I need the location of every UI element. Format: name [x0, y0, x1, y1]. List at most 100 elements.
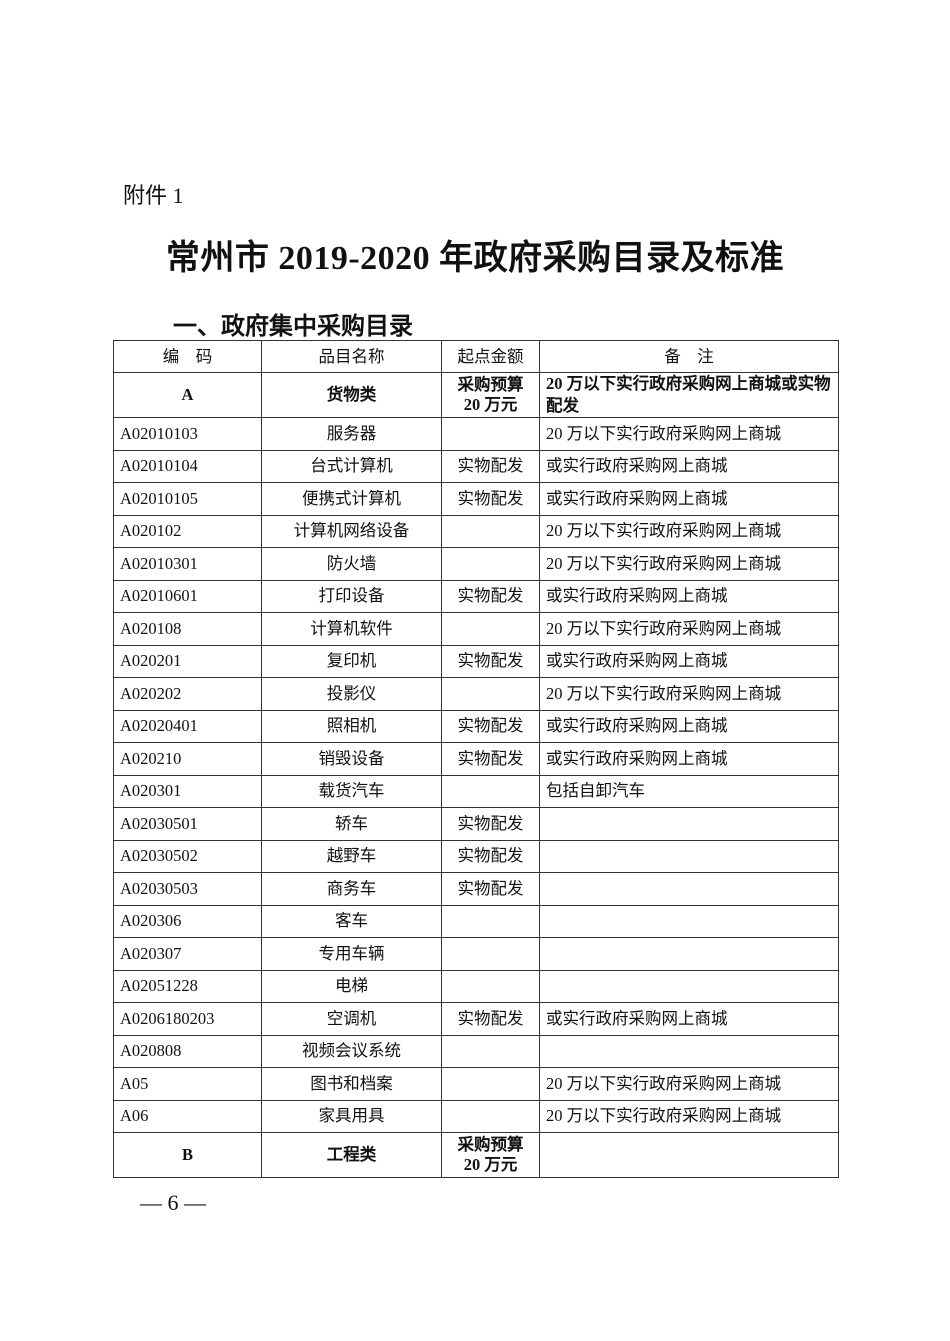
amount-cell: 实物配发 — [441, 839, 540, 873]
note-cell: 或实行政府采购网上商城 — [539, 579, 839, 613]
item-name-cell: 台式计算机 — [261, 449, 442, 483]
code-cell: A02030502 — [113, 839, 262, 873]
item-name-cell: 图书和档案 — [261, 1067, 442, 1101]
amount-cell — [441, 677, 540, 711]
code-cell: A020108 — [113, 612, 262, 646]
code-cell: A02010601 — [113, 579, 262, 613]
note-cell — [539, 1034, 839, 1068]
item-name-cell: 复印机 — [261, 644, 442, 678]
code-cell: A020202 — [113, 677, 262, 711]
note-cell: 或实行政府采购网上商城 — [539, 644, 839, 678]
code-cell: A020201 — [113, 644, 262, 678]
amount-cell: 实物配发 — [441, 579, 540, 613]
table-row: A020102 计算机网络设备 20 万以下实行政府采购网上商城 — [113, 514, 839, 548]
table-row: A020808 视频会议系统 — [113, 1034, 839, 1068]
code-cell: A06 — [113, 1099, 262, 1133]
note-cell: 20 万以下实行政府采购网上商城 — [539, 612, 839, 646]
header-item-name: 品目名称 — [261, 340, 442, 373]
amount-cell: 采购预算 20 万元 — [441, 372, 540, 418]
code-cell: A020808 — [113, 1034, 262, 1068]
item-name-cell: 视频会议系统 — [261, 1034, 442, 1068]
item-name-cell: 电梯 — [261, 969, 442, 1003]
amount-cell — [441, 1067, 540, 1101]
table-row: A020301 载货汽车 包括自卸汽车 — [113, 774, 839, 808]
item-name-cell: 专用车辆 — [261, 937, 442, 971]
table-row: A020108 计算机软件 20 万以下实行政府采购网上商城 — [113, 612, 839, 646]
amount-cell — [441, 417, 540, 451]
table-row: A02010104 台式计算机 实物配发 或实行政府采购网上商城 — [113, 449, 839, 483]
code-cell: A020102 — [113, 514, 262, 548]
note-cell: 20 万以下实行政府采购网上商城 — [539, 417, 839, 451]
table-row: A06 家具用具 20 万以下实行政府采购网上商城 — [113, 1099, 839, 1133]
table-row: A02030502 越野车 实物配发 — [113, 839, 839, 873]
code-cell: A — [113, 372, 262, 418]
amount-cell — [441, 969, 540, 1003]
code-cell: A02010105 — [113, 482, 262, 516]
amount-cell: 实物配发 — [441, 1002, 540, 1036]
item-name-cell: 客车 — [261, 904, 442, 938]
code-cell: A020301 — [113, 774, 262, 808]
item-name-cell: 商务车 — [261, 872, 442, 906]
table-row: A02010103 服务器 20 万以下实行政府采购网上商城 — [113, 417, 839, 451]
item-name-cell: 越野车 — [261, 839, 442, 873]
procurement-catalog-table: 编 码 品目名称 起点金额 备 注 A 货物类 采购预算 20 万元 20 万以下实行… — [113, 340, 839, 1178]
amount-cell — [441, 774, 540, 808]
attachment-label: 附件 1 — [123, 183, 184, 208]
table-row: A02010105 便携式计算机 实物配发 或实行政府采购网上商城 — [113, 482, 839, 516]
item-name-cell: 轿车 — [261, 807, 442, 841]
code-cell: A020307 — [113, 937, 262, 971]
amount-cell: 实物配发 — [441, 742, 540, 776]
table-row: A02030503 商务车 实物配发 — [113, 872, 839, 906]
item-name-cell: 家具用具 — [261, 1099, 442, 1133]
amount-cell: 实物配发 — [441, 644, 540, 678]
amount-cell: 实物配发 — [441, 807, 540, 841]
code-cell: A02010104 — [113, 449, 262, 483]
note-cell: 或实行政府采购网上商城 — [539, 482, 839, 516]
code-cell: A02010301 — [113, 547, 262, 581]
table-row: A020307 专用车辆 — [113, 937, 839, 971]
document-title: 常州市 2019-2020 年政府采购目录及标准 — [165, 240, 785, 277]
category-row: B 工程类 采购预算 20 万元 — [113, 1132, 839, 1178]
item-name-cell: 销毁设备 — [261, 742, 442, 776]
page-number: — 6 — — [140, 1190, 206, 1215]
amount-cell — [441, 1099, 540, 1133]
code-cell: A02020401 — [113, 709, 262, 743]
note-cell — [539, 937, 839, 971]
note-cell — [539, 872, 839, 906]
table-row: A05 图书和档案 20 万以下实行政府采购网上商城 — [113, 1067, 839, 1101]
amount-cell — [441, 904, 540, 938]
code-cell: A02030503 — [113, 872, 262, 906]
table-row: A02010301 防火墙 20 万以下实行政府采购网上商城 — [113, 547, 839, 581]
table-row: A02020401 照相机 实物配发 或实行政府采购网上商城 — [113, 709, 839, 743]
table-row: A020202 投影仪 20 万以下实行政府采购网上商城 — [113, 677, 839, 711]
amount-cell — [441, 514, 540, 548]
note-cell: 20 万以下实行政府采购网上商城 — [539, 514, 839, 548]
item-name-cell: 防火墙 — [261, 547, 442, 581]
amount-cell: 采购预算 20 万元 — [441, 1132, 540, 1178]
note-cell: 或实行政府采购网上商城 — [539, 709, 839, 743]
note-cell — [539, 969, 839, 1003]
item-name-cell: 投影仪 — [261, 677, 442, 711]
note-cell: 20 万以下实行政府采购网上商城或实物配发 — [539, 372, 839, 418]
note-cell — [539, 807, 839, 841]
item-name-cell: 照相机 — [261, 709, 442, 743]
table-row: A020201 复印机 实物配发 或实行政府采购网上商城 — [113, 644, 839, 678]
amount-cell: 实物配发 — [441, 482, 540, 516]
amount-cell: 实物配发 — [441, 709, 540, 743]
amount-cell: 实物配发 — [441, 872, 540, 906]
amount-cell: 实物配发 — [441, 449, 540, 483]
code-cell: A020306 — [113, 904, 262, 938]
item-name-cell: 工程类 — [261, 1132, 442, 1178]
note-cell: 20 万以下实行政府采购网上商城 — [539, 1099, 839, 1133]
item-name-cell: 服务器 — [261, 417, 442, 451]
code-cell: A02051228 — [113, 969, 262, 1003]
item-name-cell: 载货汽车 — [261, 774, 442, 808]
section-heading: 一、政府集中采购目录 — [173, 314, 413, 340]
table-row: A0206180203 空调机 实物配发 或实行政府采购网上商城 — [113, 1002, 839, 1036]
note-cell — [539, 1132, 839, 1178]
amount-cell — [441, 612, 540, 646]
note-cell: 或实行政府采购网上商城 — [539, 449, 839, 483]
item-name-cell: 打印设备 — [261, 579, 442, 613]
item-name-cell: 货物类 — [261, 372, 442, 418]
amount-cell — [441, 547, 540, 581]
